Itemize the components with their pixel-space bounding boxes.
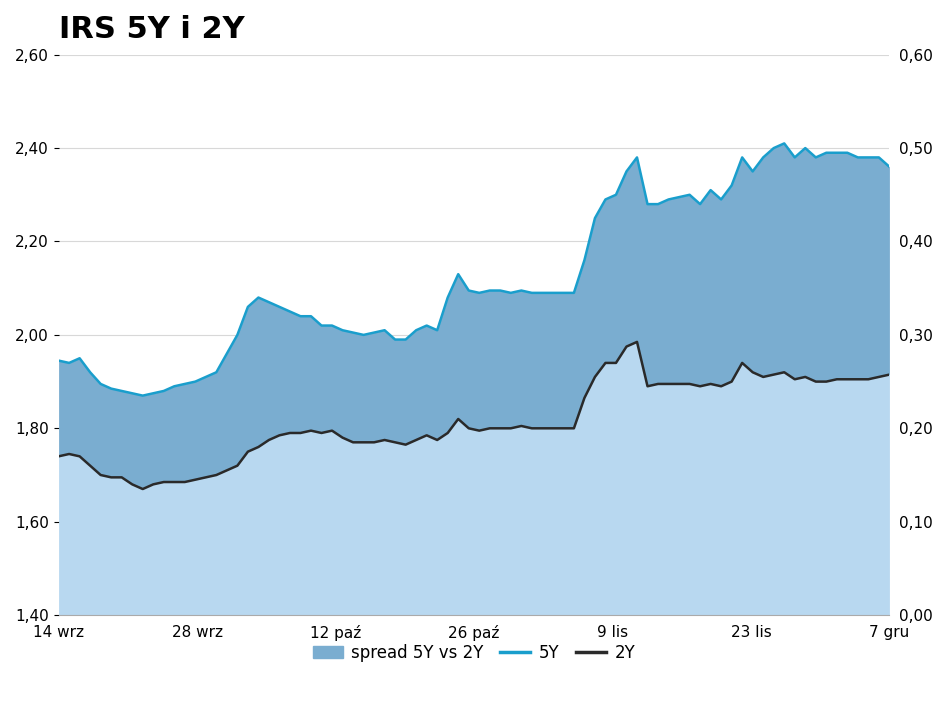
Text: IRS 5Y i 2Y: IRS 5Y i 2Y (59, 15, 245, 44)
Legend: spread 5Y vs 2Y, 5Y, 2Y: spread 5Y vs 2Y, 5Y, 2Y (306, 637, 642, 668)
